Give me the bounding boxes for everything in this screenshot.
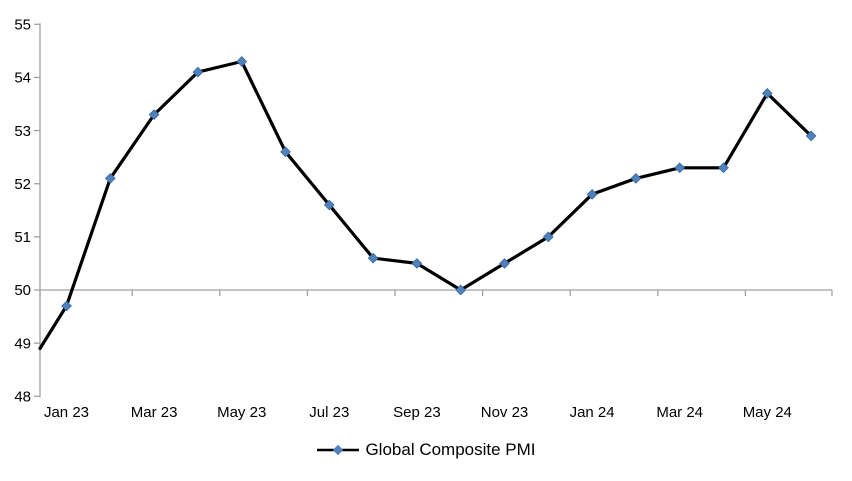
- x-tick-label: Jul 23: [309, 404, 349, 421]
- x-tick-label: Jan 23: [44, 404, 89, 421]
- x-tick-label: Mar 24: [656, 404, 703, 421]
- data-point-marker: [674, 162, 686, 174]
- data-point-marker: [805, 130, 817, 142]
- y-tick-label: 55: [14, 16, 31, 33]
- x-tick-label: Jan 24: [570, 404, 615, 421]
- data-point-marker: [236, 56, 248, 67]
- x-tick-label: Nov 23: [481, 404, 529, 421]
- y-tick-label: 48: [14, 388, 31, 405]
- data-point-marker: [499, 258, 510, 269]
- legend-label: Global Composite PMI: [365, 440, 536, 459]
- data-point-marker: [586, 188, 598, 200]
- x-tick-label: May 24: [743, 404, 792, 421]
- data-point-marker: [192, 66, 204, 78]
- x-axis: Jan 23 Mar 23 May 23 Jul 23 Sep 23 Nov 23 Jan …: [39, 289, 833, 421]
- y-tick-label: 52: [14, 176, 31, 193]
- y-tick-label: 50: [14, 282, 31, 299]
- data-point-marker: [718, 162, 729, 174]
- data-point-marker: [411, 258, 423, 269]
- series-line: [38, 59, 813, 351]
- data-point-marker: [104, 173, 116, 184]
- y-tick-label: 49: [14, 335, 31, 352]
- x-tick-label: May 23: [217, 404, 266, 421]
- data-point-marker: [630, 173, 642, 184]
- data-point-marker: [455, 284, 467, 296]
- data-point-marker: [542, 231, 554, 243]
- data-point-marker: [61, 300, 72, 312]
- data-point-marker: [148, 109, 160, 120]
- x-tick-label: Mar 23: [131, 404, 178, 421]
- y-tick-label: 51: [14, 229, 31, 246]
- legend-line-marker-icon: [317, 444, 360, 456]
- y-axis: 48 49 50 51 52 53 54 55: [14, 16, 41, 405]
- series-global-composite-pmi: [38, 56, 817, 351]
- x-tick-label: Sep 23: [393, 404, 441, 421]
- y-tick-label: 53: [14, 123, 31, 140]
- data-point-marker: [280, 146, 291, 158]
- data-point-marker: [761, 88, 773, 99]
- data-point-marker: [323, 199, 335, 211]
- legend: Global Composite PMI: [0, 440, 852, 460]
- y-tick-label: 54: [14, 70, 31, 87]
- data-point-marker: [367, 252, 379, 264]
